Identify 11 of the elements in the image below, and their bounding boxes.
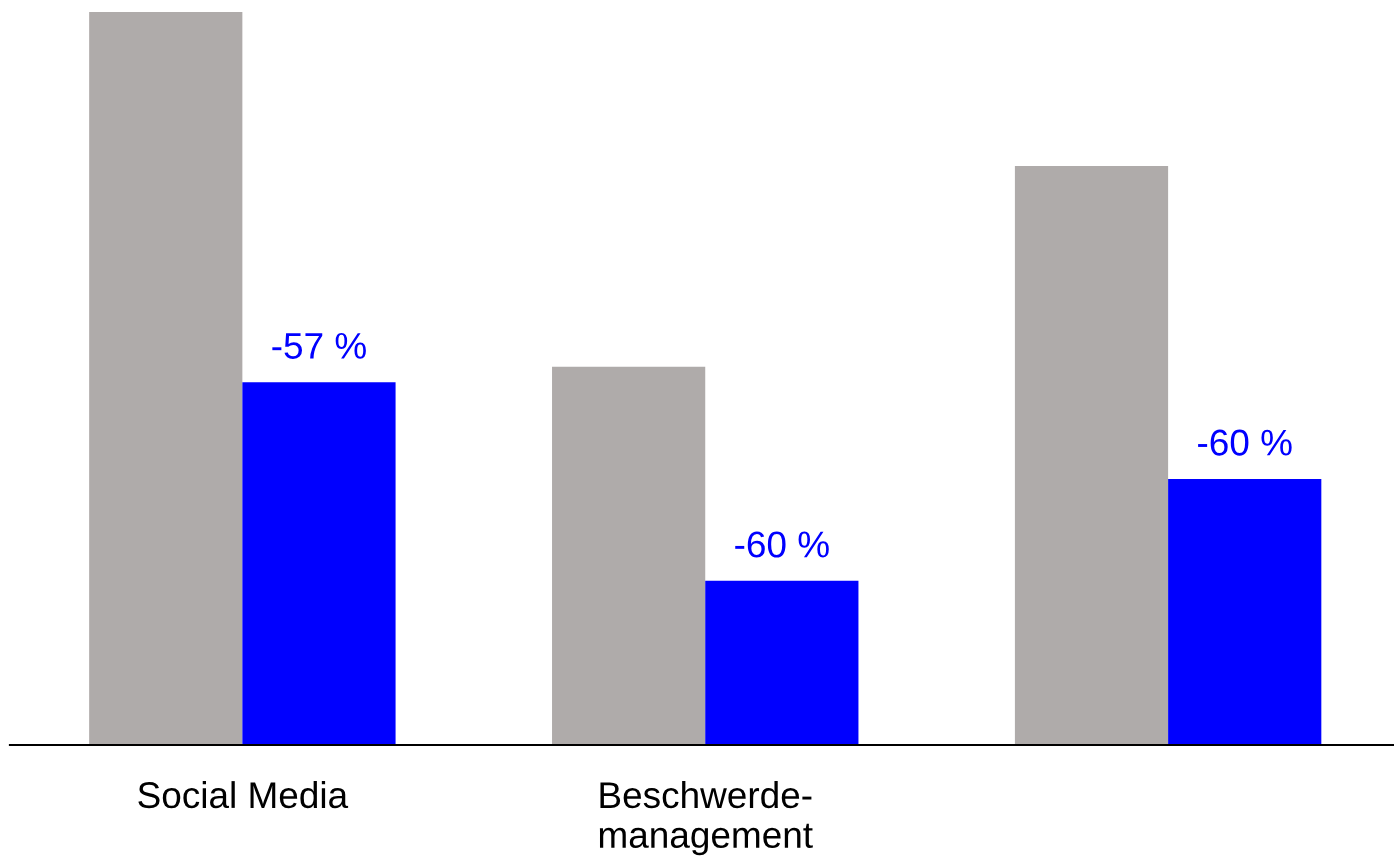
bar — [552, 366, 706, 745]
annotation: -57 % — [272, 332, 366, 359]
x-tick-label: Beschwerde- management — [599, 781, 813, 856]
x-tick-label: Social Media — [138, 781, 349, 809]
bar — [705, 580, 859, 745]
bar — [1168, 478, 1322, 745]
bar — [1014, 165, 1169, 745]
bar — [242, 382, 396, 745]
annotation: -60 % — [735, 531, 829, 558]
bar — [89, 12, 243, 745]
annotation: -60 % — [1198, 429, 1292, 456]
